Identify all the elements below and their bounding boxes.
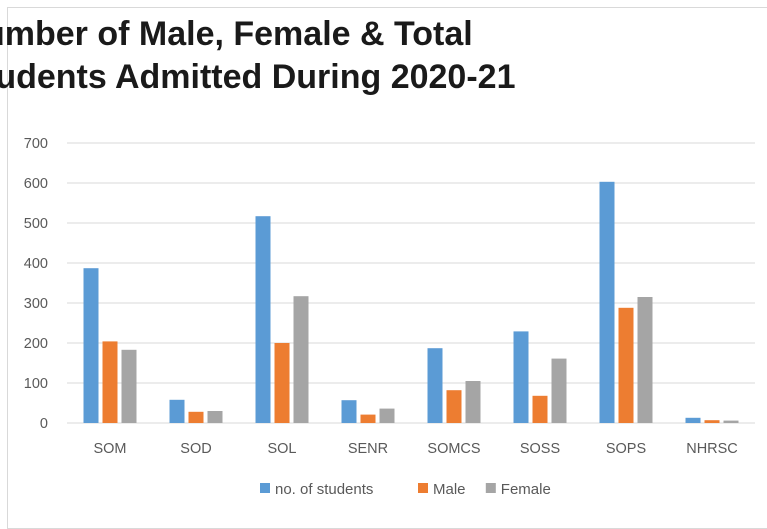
bar-female-sol <box>293 296 309 423</box>
bar-female-nhrsc <box>723 420 739 423</box>
x-tick-label: SOMCS <box>427 441 480 457</box>
y-tick-label: 400 <box>24 256 48 272</box>
chart-title: umber of Male, Female & Total tudents Ad… <box>0 13 744 99</box>
bar-female-soss <box>551 358 567 423</box>
bar-female-som <box>121 349 137 423</box>
legend-swatch-female <box>485 483 496 493</box>
y-tick-label: 100 <box>24 376 48 392</box>
bar-male-senr <box>360 414 376 423</box>
bar-male-soss <box>532 395 548 423</box>
bar-no-of-students-sops <box>599 181 615 423</box>
bar-no-of-students-soss <box>513 331 529 423</box>
bar-female-senr <box>379 408 395 423</box>
y-tick-label: 300 <box>24 296 48 312</box>
legend-swatch-male <box>418 483 428 493</box>
bar-chart: 0 100 200 300 400 500 600 700 SOM SOD SOL SENR SOMCS… <box>24 136 755 498</box>
bar-female-somcs <box>465 381 481 423</box>
y-tick-label: 600 <box>24 176 48 192</box>
y-tick-label: 200 <box>24 336 48 352</box>
chart-title-line-2: tudents Admitted During 2020-21 <box>0 58 516 96</box>
x-tick-label: SOPS <box>606 441 646 457</box>
bar-no-of-students-sod <box>169 399 185 423</box>
legend-label-no-of-students: no. of students <box>275 481 373 498</box>
bar-no-of-students-som <box>83 268 99 423</box>
legend-label-female: Female <box>501 481 551 498</box>
bar-female-sod <box>207 411 223 423</box>
y-tick-label: 0 <box>40 416 48 432</box>
legend-label-male: Male <box>433 481 466 498</box>
x-tick-label: NHRSC <box>686 441 738 457</box>
bar-no-of-students-somcs <box>427 348 443 423</box>
x-tick-label: SENR <box>348 441 388 457</box>
legend-swatch-no-of-students <box>260 483 270 493</box>
bar-male-sops <box>618 307 634 423</box>
bar-male-somcs <box>446 390 462 423</box>
y-tick-label: 500 <box>24 216 48 232</box>
bar-no-of-students-senr <box>341 400 357 423</box>
chart-title-line-1: umber of Male, Female & Total <box>0 15 473 53</box>
bar-male-sol <box>274 343 290 423</box>
bar-no-of-students-nhrsc <box>685 417 701 423</box>
y-tick-label: 700 <box>24 136 48 152</box>
x-tick-label: SOSS <box>520 441 560 457</box>
x-tick-label: SOM <box>93 441 126 457</box>
bar-no-of-students-sol <box>255 216 271 423</box>
x-tick-label: SOL <box>267 441 296 457</box>
bar-male-nhrsc <box>704 420 720 423</box>
bar-male-som <box>102 341 118 423</box>
bar-female-sops <box>637 297 653 423</box>
x-tick-label: SOD <box>180 441 211 457</box>
bar-male-sod <box>188 411 204 423</box>
